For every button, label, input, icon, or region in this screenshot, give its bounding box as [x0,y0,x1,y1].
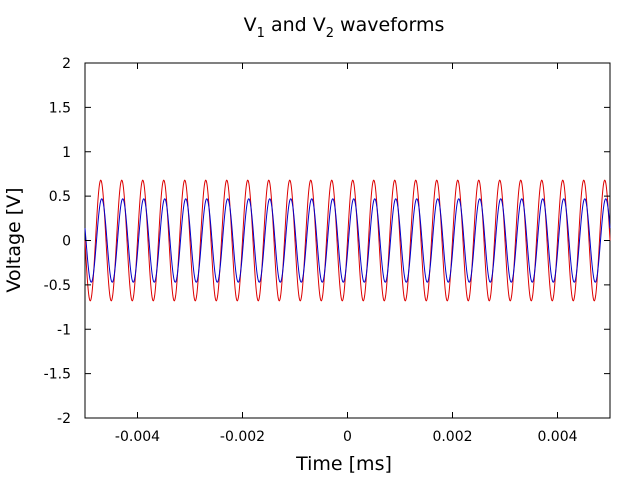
series-line-1 [84,179,611,302]
y-tick-label: -1.5 [44,367,71,383]
x-tick-label: -0.004 [115,429,160,445]
y-tick-label: -1 [57,322,71,338]
plot-area [84,62,611,419]
series-layer [84,179,611,302]
y-tick-label: 0.5 [49,189,71,205]
chart-title: V1 and V2 waveforms [244,14,445,41]
x-tick-label: 0.002 [432,429,472,445]
x-axis-label: Time [ms] [295,453,392,475]
title-segment: waveforms [334,14,444,36]
y-tick-labels: -2 -1.5 -1 -0.5 0 0.5 1 1.5 2 [44,56,71,427]
x-tick-label: 0.004 [537,429,577,445]
tick-layer [85,62,610,419]
y-tick-label: 0 [62,234,71,250]
x-tick-label: 0 [343,429,352,445]
y-tick-label: 1.5 [49,100,71,116]
title-subscript: 1 [257,26,265,41]
title-segment: V [244,14,257,36]
x-tick-label: -0.002 [220,429,265,445]
y-tick-label: -2 [57,411,71,427]
y-axis-label: Voltage [V] [3,187,25,292]
y-tick-label: -0.5 [44,278,71,294]
series-line-2 [84,198,611,283]
y-tick-label: 2 [62,56,71,72]
title-segment: and V [265,14,326,36]
y-tick-label: 1 [62,145,71,161]
x-tick-labels: -0.004 -0.002 0 0.002 0.004 [115,429,578,445]
title-subscript: 2 [326,26,334,41]
